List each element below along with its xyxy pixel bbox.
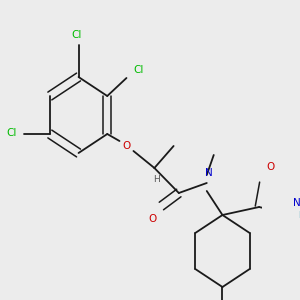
Text: H: H [153, 176, 160, 184]
Text: Cl: Cl [134, 65, 144, 75]
Text: H: H [298, 212, 300, 220]
Text: Cl: Cl [6, 128, 16, 138]
Text: N: N [293, 198, 300, 208]
Text: O: O [266, 162, 274, 172]
Text: Cl: Cl [72, 30, 82, 40]
Text: O: O [148, 214, 157, 224]
Text: O: O [122, 141, 130, 151]
Text: N: N [205, 168, 212, 178]
